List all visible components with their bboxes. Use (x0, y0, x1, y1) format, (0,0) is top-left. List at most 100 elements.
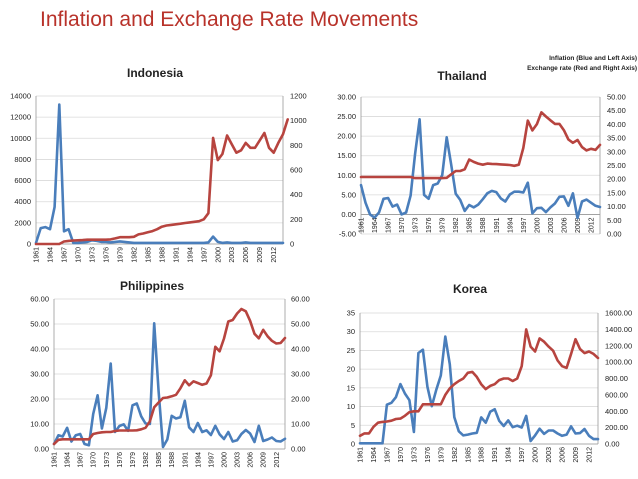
year-label: 1973 (104, 452, 111, 468)
year-label: 2000 (534, 217, 541, 233)
left-tick-label: 30.00 (337, 93, 356, 102)
left-tick-label: 0.00 (341, 210, 356, 219)
exchange-rate-line (358, 328, 600, 438)
right-tick-label: 200 (290, 215, 303, 224)
year-label: 2009 (575, 217, 582, 233)
legend-note-exchange: Exchange rate (Red and Right Axis) (527, 65, 637, 72)
right-tick-label: 0.00 (607, 230, 622, 239)
left-tick-label: 5.00 (341, 190, 356, 199)
left-tick-label: 6000 (14, 176, 31, 185)
year-label: 1967 (384, 447, 391, 463)
right-tick-label: 200.00 (605, 423, 628, 432)
right-tick-label: 40.00 (607, 120, 626, 129)
year-label: 1994 (506, 447, 513, 463)
chart-title: Korea (453, 282, 487, 296)
year-label: 1988 (159, 247, 166, 263)
right-tick-label: 0.00 (291, 445, 306, 454)
year-label: 1967 (78, 452, 85, 468)
year-label: 2000 (533, 447, 540, 463)
year-label: 2006 (243, 247, 250, 263)
year-label: 1982 (453, 217, 460, 233)
right-tick-label: 60.00 (291, 295, 310, 304)
chart-title: Thailand (437, 69, 486, 83)
year-label: 2012 (587, 447, 594, 463)
right-tick-label: 1400.00 (605, 325, 632, 334)
year-label: 1982 (131, 247, 138, 263)
year-label: 1985 (467, 217, 474, 233)
year-label: 2003 (235, 452, 242, 468)
left-tick-label: 30.00 (30, 370, 49, 379)
chart-title: Philippines (120, 279, 184, 293)
year-label: 1979 (440, 217, 447, 233)
year-label: 1997 (208, 452, 215, 468)
exchange-rate-line (359, 111, 602, 180)
right-tick-label: 45.00 (607, 106, 626, 115)
year-label: 2009 (257, 247, 264, 263)
year-label: 1979 (130, 452, 137, 468)
right-tick-label: 1000 (290, 116, 307, 125)
chart-title: Indonesia (127, 66, 183, 80)
year-label: 1985 (465, 447, 472, 463)
right-tick-label: 0.00 (605, 440, 620, 449)
right-tick-label: 15.00 (607, 188, 626, 197)
right-tick-label: 600 (290, 166, 303, 175)
year-label: 1997 (201, 247, 208, 263)
left-tick-label: 0.00 (34, 445, 49, 454)
left-tick-label: 35 (347, 309, 355, 318)
year-label: 2000 (215, 247, 222, 263)
year-label: 1985 (156, 452, 163, 468)
left-tick-label: 10 (347, 402, 355, 411)
right-tick-label: 5.00 (607, 216, 622, 225)
inflation-line (34, 103, 285, 245)
year-label: 1973 (411, 447, 418, 463)
left-tick-label: 12000 (10, 113, 31, 122)
inflation-line (52, 321, 287, 449)
year-label: 2006 (561, 217, 568, 233)
legend-note: Inflation (Blue and Left Axis) Exchange … (505, 54, 637, 74)
right-tick-label: 1200 (290, 92, 307, 101)
year-label: 1976 (425, 447, 432, 463)
year-label: 1973 (413, 217, 420, 233)
chart-thailand: Thailand -5.00 0.00 5.00 10.00 15.00 20.00 25.0… (337, 69, 626, 239)
year-label: 1970 (75, 247, 82, 263)
year-label: 1988 (169, 452, 176, 468)
right-tick-label: 10.00 (607, 202, 626, 211)
left-tick-label: 15 (347, 383, 355, 392)
year-label: 2009 (261, 452, 268, 468)
right-tick-label: 800.00 (605, 374, 628, 383)
year-label: 2003 (546, 447, 553, 463)
left-tick-label: 0 (351, 440, 355, 449)
right-tick-label: 30.00 (291, 370, 310, 379)
year-label: 1961 (52, 452, 59, 468)
right-tick-label: 20.00 (291, 395, 310, 404)
year-label: 1997 (521, 217, 528, 233)
left-tick-label: 25 (347, 346, 355, 355)
left-tick-label: 10000 (10, 134, 31, 143)
left-tick-label: 20.00 (337, 132, 356, 141)
year-label: 1991 (494, 217, 501, 233)
left-tick-label: 5 (351, 421, 355, 430)
exchange-rate-line (52, 307, 287, 446)
right-tick-label: 800 (290, 141, 303, 150)
page-title: Inflation and Exchange Rate Movements (40, 8, 419, 31)
right-tick-label: 35.00 (607, 134, 626, 143)
right-tick-label: 10.00 (291, 420, 310, 429)
right-tick-label: 1600.00 (605, 309, 632, 318)
right-tick-label: 400 (290, 190, 303, 199)
year-label: 1973 (89, 247, 96, 263)
right-tick-label: 50.00 (607, 93, 626, 102)
year-label: 1991 (173, 247, 180, 263)
left-tick-label: 8000 (14, 155, 31, 164)
left-tick-label: 40.00 (30, 345, 49, 354)
right-tick-label: 25.00 (607, 161, 626, 170)
chart-philippines: Philippines 0.00 10.00 20.00 30.00 40.00 50.00… (30, 279, 310, 468)
chart-indonesia: Indonesia0200040006000800010000120001400… (10, 66, 307, 263)
left-tick-label: 14000 (10, 92, 31, 101)
inflation-line (359, 118, 602, 220)
year-label: 1985 (145, 247, 152, 263)
year-label: 2003 (548, 217, 555, 233)
legend-note-inflation: Inflation (Blue and Left Axis) (549, 55, 637, 62)
left-tick-label: 0 (27, 240, 31, 249)
year-label: 2000 (221, 452, 228, 468)
year-label: 1979 (438, 447, 445, 463)
